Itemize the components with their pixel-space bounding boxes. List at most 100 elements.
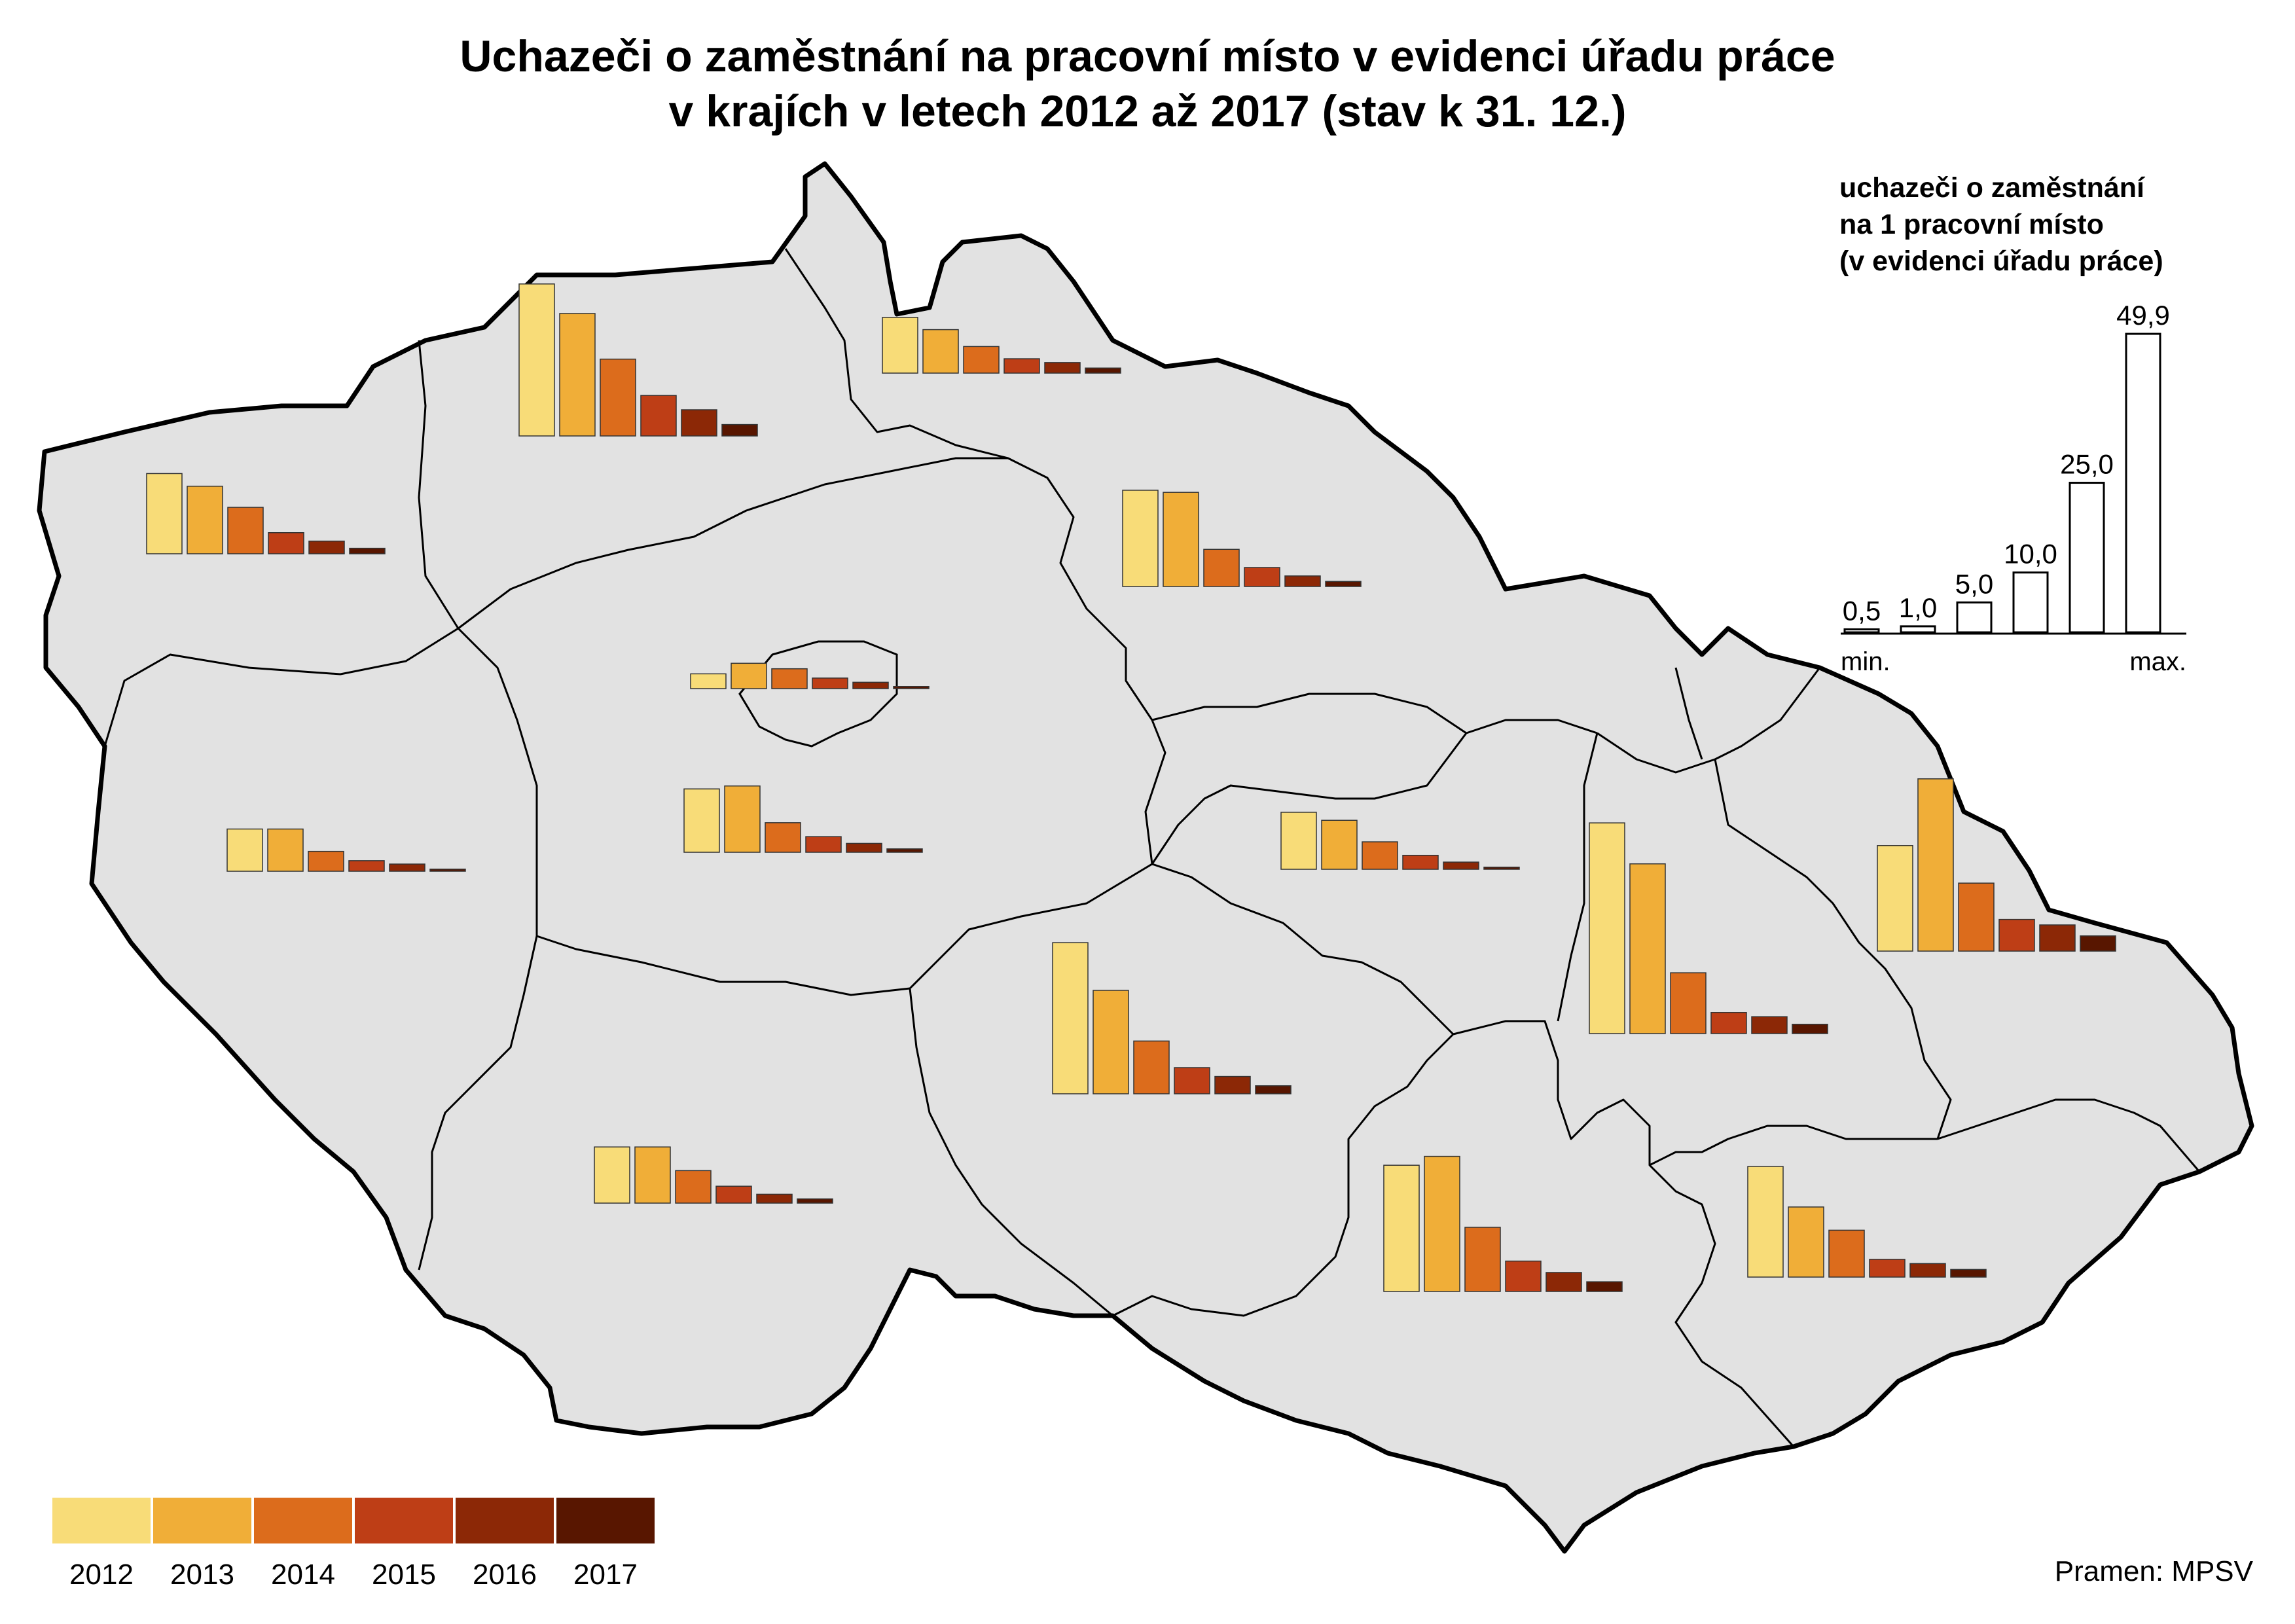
region-chart-10 [1052,942,1292,1094]
bar-region-7-2017 [429,869,466,872]
bar-region-5-2014 [771,668,808,689]
bar-region-4-2015 [1244,567,1280,587]
bar-region-2-2014 [600,358,636,437]
bar-region-14-2013 [1788,1206,1824,1278]
bar-region-11-2015 [1710,1012,1747,1034]
bar-region-2-2015 [640,395,677,437]
bar-region-12-2017 [2080,935,2116,952]
bar-region-3-2017 [1085,367,1121,374]
scale-bar-2 [1900,625,1936,634]
bar-region-6-2015 [805,836,842,853]
bar-region-4-2016 [1284,575,1321,587]
bar-region-6-2017 [886,848,923,853]
bar-region-9-2015 [1402,854,1439,870]
legend-label-2013: 2013 [170,1559,234,1591]
bar-region-8-2017 [797,1198,833,1204]
scale-bar-5 [2069,482,2105,634]
bar-region-7-2015 [348,860,385,872]
legend-swatch-2013 [153,1498,251,1543]
legend-swatch-2012 [52,1498,151,1543]
scale-bar-1 [1843,628,1880,634]
scale-bar-6 [2125,333,2161,634]
region-chart-7 [226,828,466,872]
bar-region-4-2014 [1203,549,1240,587]
bar-region-7-2014 [308,850,344,872]
scale-legend: 0,5 1,0 5,0 10,0 25,0 49,9 min. max. [1841,300,2186,676]
region-chart-2 [518,283,758,437]
legend-label-2015: 2015 [372,1559,436,1591]
scale-value-label: 5,0 [1955,568,1993,599]
bar-region-13-2015 [1505,1260,1542,1292]
region-borders [103,248,2201,1447]
scale-value-label: 49,9 [2116,300,2170,331]
bar-region-7-2016 [389,863,425,872]
legend-label-2014: 2014 [271,1559,335,1591]
bar-region-8-2016 [756,1193,793,1204]
bar-region-1-2015 [268,532,304,554]
region-chart-11 [1589,822,1828,1034]
bar-region-5-2015 [812,677,848,689]
bar-region-1-2013 [187,486,223,554]
bar-region-11-2016 [1751,1016,1788,1034]
bar-region-9-2017 [1483,867,1520,870]
bar-region-1-2016 [308,540,345,554]
bar-region-13-2017 [1586,1281,1623,1292]
title-line-1: Uchazeči o zaměstnání na pracovní místo … [460,31,1835,81]
bar-region-6-2013 [724,785,761,853]
bar-region-9-2014 [1362,841,1398,870]
legend-label-2012: 2012 [69,1559,134,1591]
bar-region-1-2014 [227,507,264,554]
region-chart-1 [146,473,386,554]
scale-value-label: 25,0 [2060,449,2114,480]
bar-region-6-2016 [846,842,882,853]
bar-region-2-2013 [559,313,596,437]
bar-region-14-2015 [1869,1259,1906,1278]
bar-region-11-2014 [1670,972,1707,1034]
bar-region-9-2013 [1321,820,1358,870]
bar-region-12-2012 [1877,845,1913,952]
region-chart-3 [882,317,1121,374]
region-chart-14 [1747,1166,1987,1278]
bar-region-13-2013 [1424,1155,1460,1292]
bar-region-6-2012 [683,788,720,853]
scale-value-label: 10,0 [2004,539,2057,569]
region-chart-12 [1877,778,2116,952]
scale-min-label: min. [1841,647,1890,676]
bar-region-10-2015 [1174,1067,1210,1094]
bar-region-12-2014 [1958,882,1995,952]
bar-region-1-2012 [146,473,183,554]
source-note: Pramen: MPSV [2054,1555,2253,1587]
bar-region-4-2012 [1122,490,1159,587]
bar-region-10-2016 [1214,1075,1251,1094]
scale-legend-title-3: (v evidenci úřadu práce) [1839,245,2163,277]
bar-region-8-2015 [715,1185,752,1204]
region-chart-5 [690,662,930,689]
legend-swatch-2014 [254,1498,352,1543]
region-chart-4 [1122,490,1362,587]
bar-region-10-2013 [1093,990,1129,1094]
bar-region-2-2012 [518,283,555,437]
bar-region-12-2013 [1917,778,1954,952]
bar-region-5-2016 [852,681,889,689]
bar-region-10-2014 [1133,1040,1170,1094]
country-outline [37,161,2254,1554]
bar-region-14-2012 [1747,1166,1784,1278]
bar-region-6-2014 [765,822,801,853]
region-chart-8 [594,1146,833,1204]
bar-region-1-2017 [349,547,386,554]
bar-region-11-2017 [1792,1024,1828,1034]
bar-region-3-2015 [1003,358,1040,374]
bar-region-13-2014 [1464,1227,1501,1292]
prague-border [738,640,898,748]
bar-region-11-2013 [1629,863,1666,1034]
legend-swatch-2017 [556,1498,655,1543]
scale-value-label: 1,0 [1899,592,1937,623]
scale-bar-4 [2012,571,2049,634]
bar-region-13-2012 [1383,1164,1420,1292]
bar-region-9-2016 [1443,861,1479,870]
year-legend: 2012 2013 2014 2015 2016 2017 [52,1498,655,1591]
bar-region-8-2013 [634,1146,671,1204]
bar-region-9-2012 [1280,812,1317,870]
